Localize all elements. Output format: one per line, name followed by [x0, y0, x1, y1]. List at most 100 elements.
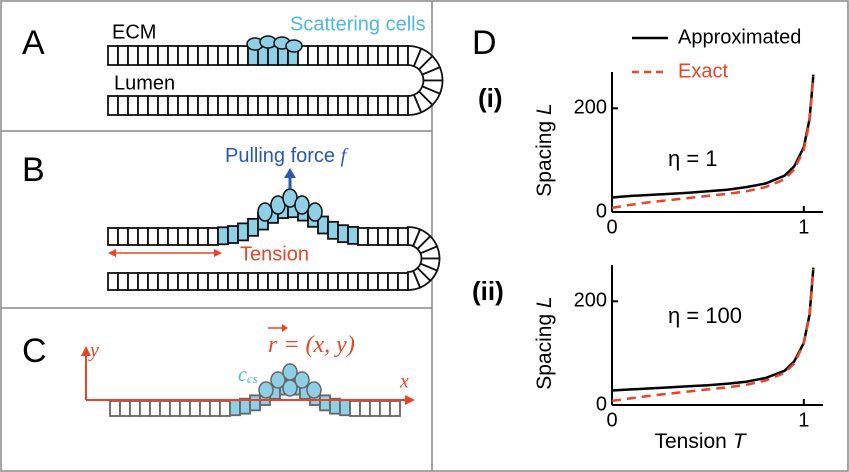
series-line: [612, 75, 813, 198]
cell: [120, 401, 130, 416]
cell: [318, 273, 328, 290]
cell: [148, 273, 158, 290]
cell: [118, 228, 128, 245]
cell: [288, 96, 298, 115]
cell: [358, 228, 368, 245]
x-tick-label: 0: [606, 409, 617, 431]
cell: [178, 46, 188, 65]
x-axis-label: Tension: [654, 430, 726, 453]
cell: [228, 226, 238, 243]
cell: [388, 228, 398, 245]
cell: [398, 46, 408, 65]
cell: [198, 273, 208, 290]
cell: [258, 273, 268, 290]
cell: [148, 46, 158, 65]
cell: [218, 227, 228, 244]
cell: [318, 96, 328, 115]
annotation: η = 100: [668, 303, 742, 328]
cell: [128, 273, 138, 290]
label: c: [238, 364, 247, 386]
panel-label: B: [22, 151, 45, 189]
cell: [368, 46, 378, 65]
cell: [340, 400, 350, 415]
y-axis-label: Spacing: [533, 314, 556, 390]
cell: [398, 273, 408, 290]
cell: [138, 228, 148, 245]
arrowhead: [405, 395, 415, 405]
panel-label: (ii): [472, 276, 504, 306]
label: ECM: [112, 21, 156, 43]
y-axis-label: L: [533, 103, 556, 115]
cell: [283, 380, 297, 396]
cell: [238, 273, 248, 290]
cell: [378, 228, 388, 245]
cell: [208, 46, 218, 65]
cell: [170, 401, 180, 416]
cell: [258, 96, 268, 115]
cell: [348, 96, 358, 115]
label: f: [341, 145, 349, 167]
cell: [348, 46, 358, 65]
y-tick-label: 0: [596, 200, 607, 222]
cell: [138, 46, 148, 65]
cell: [138, 273, 148, 290]
cell: [268, 46, 278, 65]
cell: [358, 96, 368, 115]
y-axis-label: Spacing: [533, 121, 556, 197]
cell: [298, 273, 308, 290]
cell: [168, 228, 178, 245]
cell: [108, 96, 118, 115]
cell: [360, 401, 370, 416]
cell: [380, 401, 390, 416]
cell: [188, 96, 198, 115]
cell: [118, 46, 128, 65]
axis-label: x: [399, 371, 409, 393]
cell: [328, 46, 338, 65]
cell: [118, 273, 128, 290]
cell: [208, 96, 218, 115]
cell: [198, 46, 208, 65]
cell: [110, 401, 120, 416]
cell: [168, 96, 178, 115]
y-tick-label: 200: [574, 290, 607, 312]
cell: [378, 273, 388, 290]
cell: [238, 46, 248, 65]
series-line: [612, 269, 813, 401]
cell: [388, 46, 398, 65]
cell: [158, 228, 168, 245]
cell: [158, 96, 168, 115]
cell: [128, 228, 138, 245]
cell: [268, 96, 278, 115]
cell: [390, 401, 400, 416]
panel-label: (i): [478, 83, 503, 113]
cell: [108, 273, 118, 290]
cell: [128, 96, 138, 115]
cell: [218, 96, 228, 115]
series-line: [612, 76, 813, 208]
panel-label: A: [22, 24, 45, 62]
cell: [295, 196, 309, 214]
y-axis-label: Spacing L: [533, 103, 556, 196]
cell: [248, 219, 258, 236]
cell: [308, 96, 318, 115]
cell: [338, 46, 348, 65]
cell: [128, 46, 138, 65]
cell: [150, 401, 160, 416]
label: r = (x, y): [268, 332, 355, 358]
label: = (x, y): [283, 332, 354, 358]
cell: [230, 400, 240, 415]
x-axis-label: Tension T: [654, 430, 747, 453]
y-axis-label: Spacing L: [533, 296, 556, 389]
annotation: η = 1: [668, 146, 718, 171]
label: Pulling force f: [225, 145, 349, 168]
label: Scattering cells: [290, 13, 426, 35]
legend-label: Approximated: [678, 26, 801, 48]
cell: [158, 46, 168, 65]
cell: [307, 382, 321, 398]
cell: [180, 401, 190, 416]
cell: [388, 96, 398, 115]
cell: [140, 401, 150, 416]
cell: [148, 228, 158, 245]
label: cs: [247, 371, 258, 386]
cell: [298, 96, 308, 115]
